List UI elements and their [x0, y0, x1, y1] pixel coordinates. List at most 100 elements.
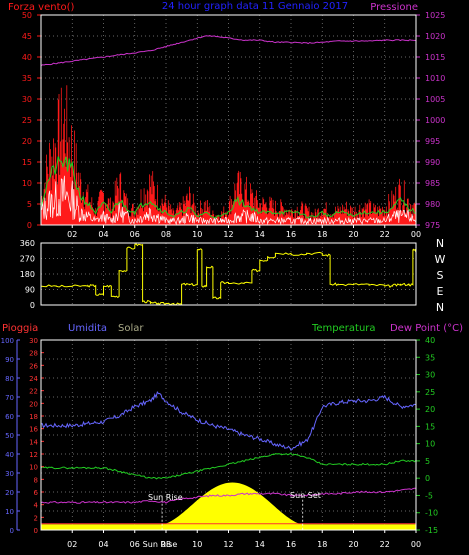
cardinal-label: S: [437, 269, 444, 282]
temperature-tick-label: 30: [425, 371, 435, 380]
temperature-tick-label: 40: [425, 336, 435, 345]
rain-tick-label: 14: [29, 438, 38, 446]
rain-tick-label: 6: [34, 489, 39, 497]
temperature-tick-label: 25: [425, 388, 435, 397]
wind-pressure-grid: [41, 14, 417, 226]
temperature-axis-ticks: -15 -10 -5 0 5 10 15 20 25 30 35 40: [416, 336, 438, 535]
wind-avg-series: [40, 156, 417, 219]
wind-tick-label: 20: [22, 137, 32, 146]
temperature-series: [40, 452, 417, 480]
humidity-tick-label: 70: [5, 394, 14, 402]
rain-tick-label: 10: [29, 464, 38, 472]
sunset-label: Sun Set: [290, 491, 321, 500]
top-hour-ticks: 02 04 06 08 10 12 14 16 18 20 22 00: [67, 225, 421, 239]
rain-tick-label: 26: [29, 362, 38, 370]
hour-tick-label: 02: [67, 230, 77, 239]
hour-tick-label: 06: [130, 230, 140, 239]
chart-title: 24 hour graph data 11 Gennaio 2017: [162, 1, 348, 12]
direction-axis-ticks: 0 90 180 270 360: [20, 239, 35, 310]
rain-tick-label: 4: [34, 502, 39, 510]
pressure-tick-label: 995: [425, 137, 440, 146]
pressure-axis-title: Pressione: [370, 2, 418, 13]
humidity-tick-label: 90: [5, 356, 14, 364]
rain-tick-label: 2: [34, 514, 38, 522]
solar-axis-title: Solar: [118, 323, 144, 334]
wind-direction-series: [40, 243, 417, 306]
rain-tick-label: 30: [29, 337, 38, 345]
hour-tick-label: 22: [380, 230, 390, 239]
rain-tick-label: 22: [29, 388, 38, 396]
cardinal-label: W: [435, 253, 446, 266]
dewpoint-series: [40, 487, 416, 504]
hour-tick-label: 12: [223, 540, 233, 549]
pressure-axis-ticks: 975 980 985 990 995 1000 1005 1010 1015 1020 1025: [416, 11, 445, 230]
humidity-tick-label: 20: [5, 489, 14, 497]
wind-tick-label: 45: [22, 32, 32, 41]
pressure-tick-label: 1015: [425, 53, 445, 62]
wind-pressure-frame: [40, 14, 417, 226]
hour-tick-label: 16: [286, 230, 296, 239]
wind-tick-label: 0: [27, 221, 32, 230]
rain-tick-label: 28: [29, 350, 38, 358]
temperature-tick-label: 35: [425, 353, 435, 362]
temperature-tick-label: -15: [425, 526, 438, 535]
temperature-tick-label: 0: [425, 474, 430, 483]
rain-tick-label: 0: [34, 527, 38, 535]
rain-tick-label: 12: [29, 451, 38, 459]
temperature-tick-label: 10: [425, 440, 435, 449]
hour-tick-label: 00: [411, 540, 421, 549]
pressure-tick-label: 990: [425, 158, 440, 167]
temperature-tick-label: 20: [425, 405, 435, 414]
humidity-tick-label: 10: [5, 508, 14, 516]
hour-tick-label: 10: [192, 230, 202, 239]
wind-tick-label: 35: [22, 74, 32, 83]
rain-tick-label: 16: [29, 426, 38, 434]
wind-direction-series: [40, 243, 417, 306]
wind-tick-label: 25: [22, 116, 32, 125]
humidity-series: [40, 390, 417, 451]
pressure-tick-label: 985: [425, 179, 440, 188]
hour-tick-label: 04: [98, 230, 108, 239]
pressure-tick-label: 1005: [425, 95, 445, 104]
cardinal-label: E: [437, 285, 444, 298]
rain-tick-label: 8: [34, 476, 38, 484]
hour-tick-label: 10: [192, 540, 202, 549]
pressure-tick-label: 980: [425, 200, 440, 209]
wind-pressure-series: [40, 34, 417, 226]
hour-tick-label: 14: [255, 230, 265, 239]
humidity-tick-label: 50: [5, 432, 14, 440]
bottom-frame: [40, 339, 417, 531]
solar-area: [41, 482, 416, 530]
rain-tick-label: 18: [29, 413, 38, 421]
humidity-tick-label: 100: [1, 337, 14, 345]
cardinal-label: N: [436, 301, 444, 314]
wind-min-series: [40, 175, 417, 226]
rain-tick-label: 24: [29, 375, 38, 383]
cardinal-label: N: [436, 237, 444, 250]
temperature-axis-title: Temperatura: [311, 323, 376, 334]
hour-tick-label: 20: [348, 230, 358, 239]
hour-tick-label: 02: [67, 540, 77, 549]
pressure-series: [40, 34, 417, 66]
hour-tick-label: 12: [223, 230, 233, 239]
hour-tick-label: 00: [411, 230, 421, 239]
hour-tick-label: 04: [98, 540, 108, 549]
hour-tick-label: 16: [286, 540, 296, 549]
hour-tick-label: 08: [161, 230, 171, 239]
humidity-axis-title: Umidita: [68, 323, 107, 334]
pressure-tick-label: 1025: [425, 11, 445, 20]
humidity-tick-label: 80: [5, 375, 14, 383]
direction-tick-label: 270: [20, 255, 35, 264]
hour-tick-label: 08: [161, 540, 171, 549]
hour-tick-label: 06: [130, 540, 140, 549]
wind-direction-frame: [40, 242, 417, 306]
temperature-tick-label: 15: [425, 422, 435, 431]
hour-tick-label: 22: [380, 540, 390, 549]
wind-tick-label: 50: [22, 11, 32, 20]
direction-tick-label: 360: [20, 239, 35, 248]
sunrise-axis-label: Sun Rise: [143, 540, 178, 549]
